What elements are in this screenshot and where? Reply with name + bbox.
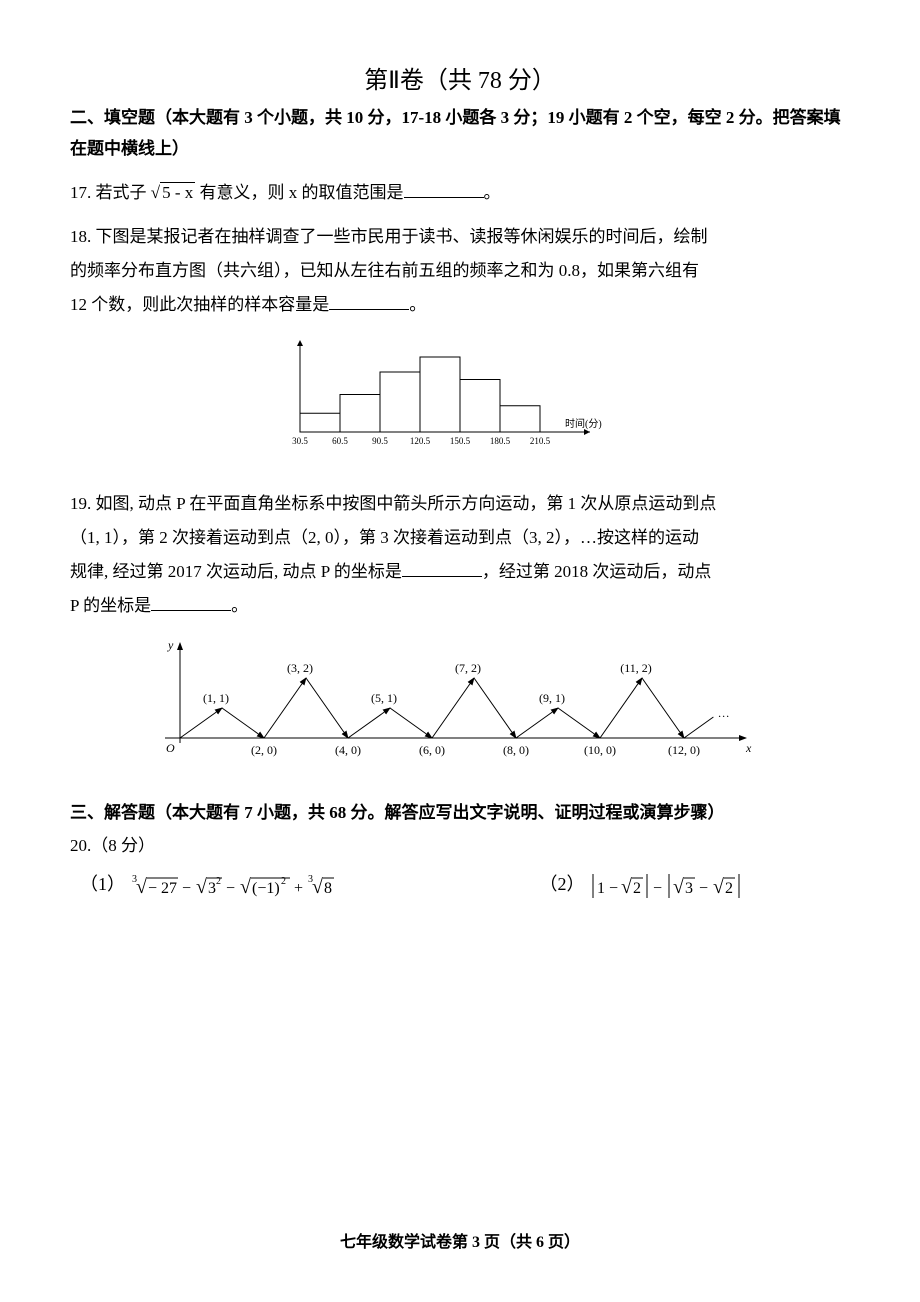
svg-text:− 27: − 27: [148, 880, 177, 897]
q18-line2: 的频率分布直方图（共六组），已知从左往右前五组的频率之和为 0.8，如果第六组有: [70, 261, 699, 280]
svg-text:(−1): (−1): [252, 880, 280, 897]
histogram: 30.5 60.5 90.5 120.5 150.5 180.5 210.5 时间(分): [70, 332, 850, 467]
svg-text:(9, 1): (9, 1): [539, 691, 565, 705]
q20-part2-label: （2）: [540, 874, 585, 894]
question-20-label: 20.（8 分）: [70, 831, 850, 856]
svg-text:√: √: [240, 876, 251, 898]
svg-text:x: x: [745, 741, 752, 755]
svg-text:3: 3: [685, 880, 693, 897]
svg-text:−: −: [699, 880, 708, 897]
svg-text:2: 2: [216, 876, 221, 887]
svg-text:90.5: 90.5: [372, 436, 388, 446]
svg-text:y: y: [167, 638, 174, 652]
svg-text:…: …: [718, 706, 730, 720]
q19-line3-pre: 规律, 经过第 2017 次运动后, 动点 P 的坐标是: [70, 562, 402, 581]
q18-line3-suf: 。: [409, 295, 426, 314]
q17-suffix: 。: [484, 183, 501, 202]
page-title: 第Ⅱ卷（共 78 分）: [70, 60, 850, 95]
zigzag-chart: y x O … (1, 1) (2, 0) (3, 2) (4, 0) (5, 1) (6, 0)…: [70, 633, 850, 778]
svg-text:60.5: 60.5: [332, 436, 348, 446]
zigzag-svg: y x O … (1, 1) (2, 0) (3, 2) (4, 0) (5, 1) (6, 0)…: [150, 633, 770, 773]
q17-blank: [404, 181, 484, 198]
svg-text:2: 2: [633, 880, 641, 897]
svg-text:210.5: 210.5: [530, 436, 551, 446]
q19-line3-mid: ，经过第 2018 次运动后，动点: [482, 562, 712, 581]
question-18: 18. 下图是某报记者在抽样调查了一些市民用于读书、读报等休闲娱乐的时间后，绘制…: [70, 220, 850, 322]
svg-text:√: √: [312, 876, 323, 898]
svg-text:−: −: [653, 880, 662, 897]
svg-text:(1, 1): (1, 1): [203, 691, 229, 705]
svg-text:√: √: [673, 876, 684, 898]
q19-line4-suf: 。: [231, 596, 248, 615]
svg-text:√: √: [196, 876, 207, 898]
svg-text:+: +: [294, 880, 303, 897]
section-2-header: 二、填空题（本大题有 3 个小题，共 10 分，17-18 小题各 3 分；19…: [70, 103, 850, 164]
svg-text:2: 2: [281, 876, 286, 887]
q20-formula2-svg: 1 − √ 2 − √ 3 − √ 2: [589, 868, 789, 904]
q19-blank-2: [151, 594, 231, 611]
svg-text:−: −: [226, 880, 235, 897]
page-footer: 七年级数学试卷第 3 页（共 6 页）: [0, 1228, 920, 1252]
svg-text:√: √: [713, 876, 724, 898]
svg-text:1 −: 1 −: [597, 880, 618, 897]
svg-text:(2, 0): (2, 0): [251, 743, 277, 757]
svg-text:√: √: [136, 876, 147, 898]
q20-part1-label: （1）: [80, 874, 125, 894]
svg-text:(4, 0): (4, 0): [335, 743, 361, 757]
svg-text:(7, 2): (7, 2): [455, 661, 481, 675]
q17-middle: 有意义，则 x 的取值范围是: [195, 183, 403, 202]
svg-text:(11, 2): (11, 2): [620, 661, 652, 675]
svg-text:8: 8: [324, 880, 332, 897]
svg-text:120.5: 120.5: [410, 436, 431, 446]
q19-line4-pre: P 的坐标是: [70, 596, 151, 615]
question-17: 17. 若式子 √5 - x 有意义，则 x 的取值范围是 。: [70, 176, 850, 210]
svg-text:(8, 0): (8, 0): [503, 743, 529, 757]
svg-text:2: 2: [725, 880, 733, 897]
section-3-header: 三、解答题（本大题有 7 小题，共 68 分。解答应写出文字说明、证明过程或演算…: [70, 798, 850, 823]
svg-text:(10, 0): (10, 0): [584, 743, 616, 757]
svg-text:(12, 0): (12, 0): [668, 743, 700, 757]
q20-formula1-svg: 3 √ − 27 − √ 3 2 − √ (−1) 2 + 3 √ 8: [130, 868, 380, 904]
svg-text:(6, 0): (6, 0): [419, 743, 445, 757]
question-20-formulas: （1） 3 √ − 27 − √ 3 2 − √ (−1) 2 + 3 √ 8 …: [70, 868, 850, 904]
q17-expr: √5 - x: [151, 183, 196, 202]
q18-line3-pre: 12 个数，则此次抽样的样本容量是: [70, 295, 329, 314]
svg-text:180.5: 180.5: [490, 436, 511, 446]
q20-part2: （2） 1 − √ 2 − √ 3 − √ 2: [540, 868, 790, 904]
svg-text:150.5: 150.5: [450, 436, 471, 446]
svg-text:30.5: 30.5: [292, 436, 308, 446]
q20-part1: （1） 3 √ − 27 − √ 3 2 − √ (−1) 2 + 3 √ 8: [80, 868, 380, 904]
svg-text:√: √: [621, 876, 632, 898]
q17-prefix: 17. 若式子: [70, 183, 151, 202]
q18-blank: [329, 293, 409, 310]
histogram-svg: 30.5 60.5 90.5 120.5 150.5 180.5 210.5 时间(分): [260, 332, 660, 462]
question-19: 19. 如图, 动点 P 在平面直角坐标系中按图中箭头所示方向运动，第 1 次从…: [70, 487, 850, 623]
svg-text:−: −: [182, 880, 191, 897]
svg-text:(5, 1): (5, 1): [371, 691, 397, 705]
svg-text:时间(分): 时间(分): [565, 417, 602, 430]
svg-text:O: O: [166, 741, 175, 755]
q19-line2: （1, 1），第 2 次接着运动到点（2, 0），第 3 次接着运动到点（3, …: [70, 528, 699, 547]
q18-line1: 18. 下图是某报记者在抽样调查了一些市民用于读书、读报等休闲娱乐的时间后，绘制: [70, 227, 708, 246]
svg-text:(3, 2): (3, 2): [287, 661, 313, 675]
q19-blank-1: [402, 560, 482, 577]
q19-line1: 19. 如图, 动点 P 在平面直角坐标系中按图中箭头所示方向运动，第 1 次从…: [70, 494, 716, 513]
svg-text:3: 3: [208, 880, 216, 897]
